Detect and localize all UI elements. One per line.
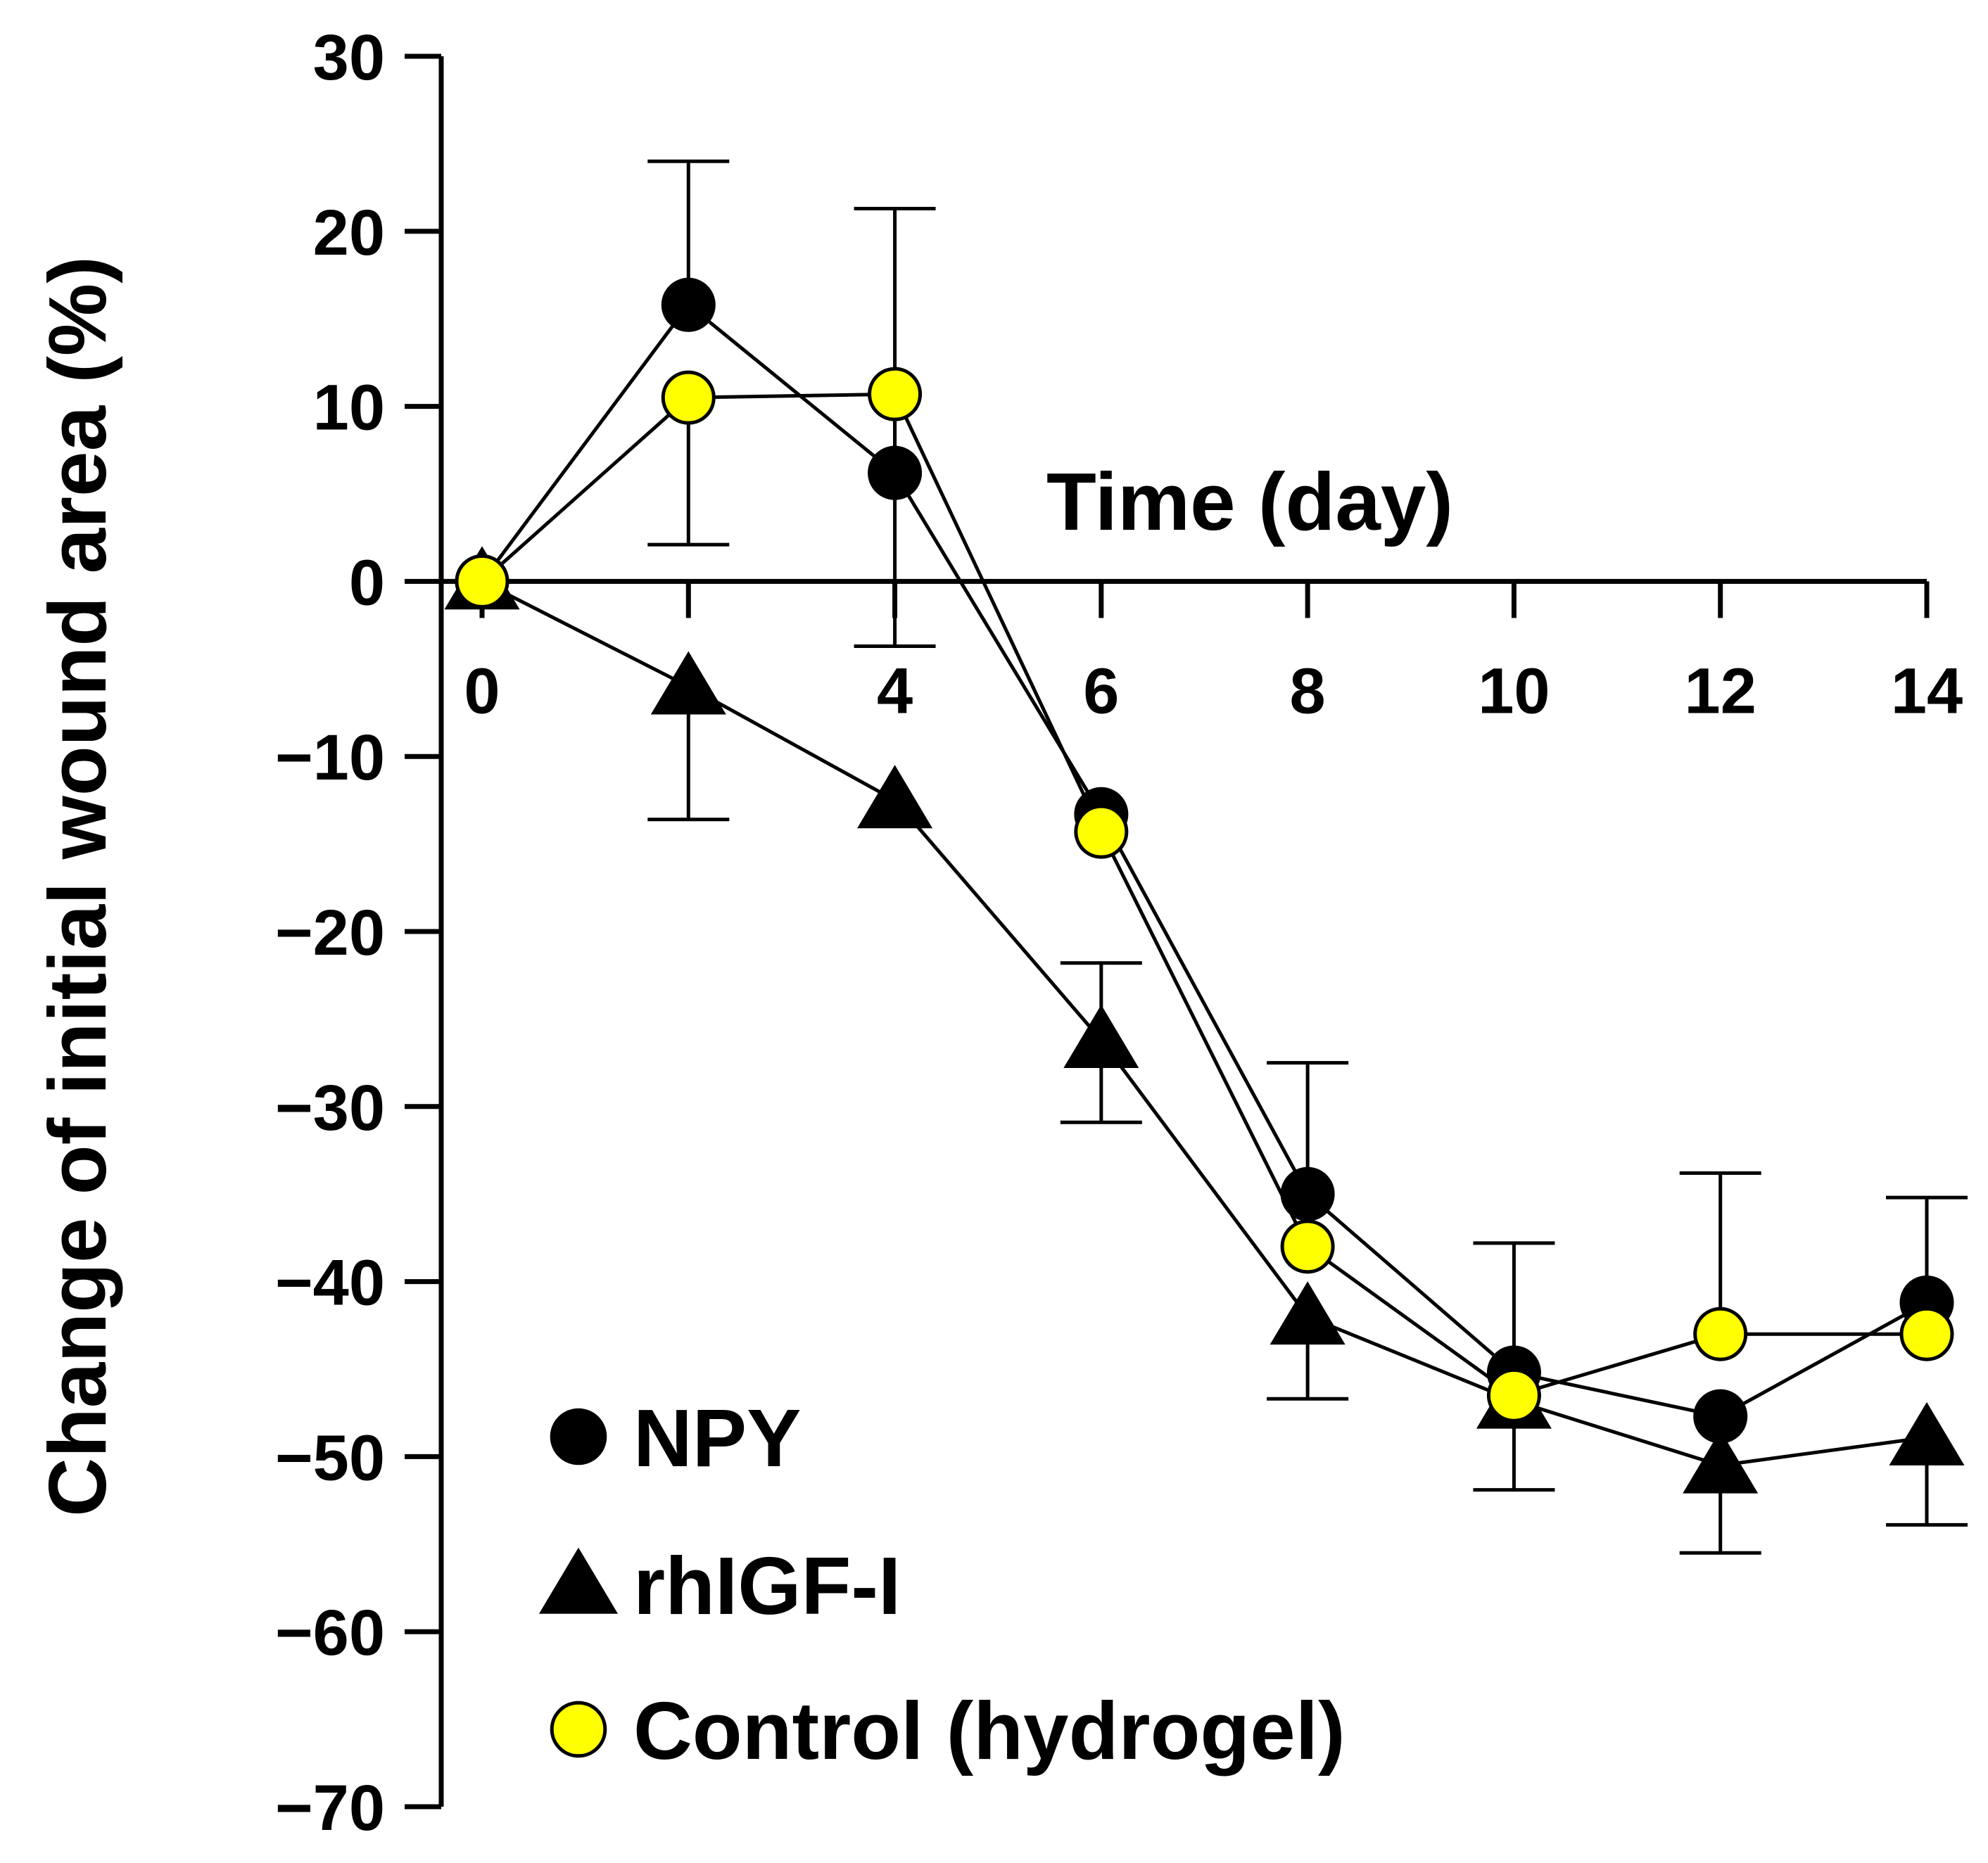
x-tick-label: 14: [1891, 655, 1963, 727]
data-point: [1488, 1370, 1539, 1420]
y-tick-label: 0: [349, 547, 385, 618]
data-point: [1282, 1221, 1333, 1272]
x-tick-label: 4: [877, 655, 913, 727]
chart: 3020100−10−20−30−40−50−60−7002468101214 …: [0, 0, 1988, 1863]
y-tick-label: −10: [275, 722, 385, 794]
data-point: [1282, 1169, 1333, 1219]
data-point: [1695, 1309, 1746, 1359]
x-axis-title: Time (day): [1046, 456, 1453, 547]
y-tick-label: 10: [313, 372, 385, 444]
data-point: [1695, 1391, 1746, 1442]
data-point: [870, 369, 920, 419]
y-tick-label: 30: [313, 22, 385, 94]
legend-marker: [552, 1703, 605, 1756]
data-point: [663, 279, 714, 330]
x-tick-label: 0: [464, 655, 500, 727]
legend-marker: [552, 1410, 605, 1463]
data-point: [1901, 1309, 1952, 1359]
legend-label: NPY: [633, 1392, 802, 1484]
y-tick-label: −20: [275, 897, 385, 969]
data-point: [457, 556, 507, 606]
y-tick-label: −40: [275, 1247, 385, 1319]
y-tick-label: −60: [275, 1597, 385, 1669]
data-point: [1076, 806, 1127, 857]
data-point: [860, 768, 930, 827]
data-point: [1066, 1007, 1137, 1067]
data-point: [1272, 1284, 1343, 1343]
data-point: [1892, 1405, 1962, 1464]
x-tick-label: 12: [1685, 655, 1756, 727]
y-axis-title: Change of initial wound area (%): [32, 256, 123, 1517]
data-point: [870, 447, 920, 498]
y-tick-label: −30: [275, 1072, 385, 1144]
x-tick-label: 8: [1290, 655, 1326, 727]
legend-marker: [542, 1550, 616, 1612]
y-tick-label: −50: [275, 1422, 385, 1494]
y-tick-label: 20: [313, 197, 385, 269]
data-point: [663, 372, 714, 423]
data-point: [653, 654, 723, 713]
legend: NPY rhIGF-I Control (hydrogel): [542, 1392, 1346, 1776]
y-tick-label: −70: [275, 1772, 385, 1844]
x-tick-label: 10: [1478, 655, 1550, 727]
x-tick-label: 6: [1083, 655, 1119, 727]
legend-label: Control (hydrogel): [633, 1685, 1346, 1776]
legend-label: rhIGF-I: [633, 1540, 901, 1632]
